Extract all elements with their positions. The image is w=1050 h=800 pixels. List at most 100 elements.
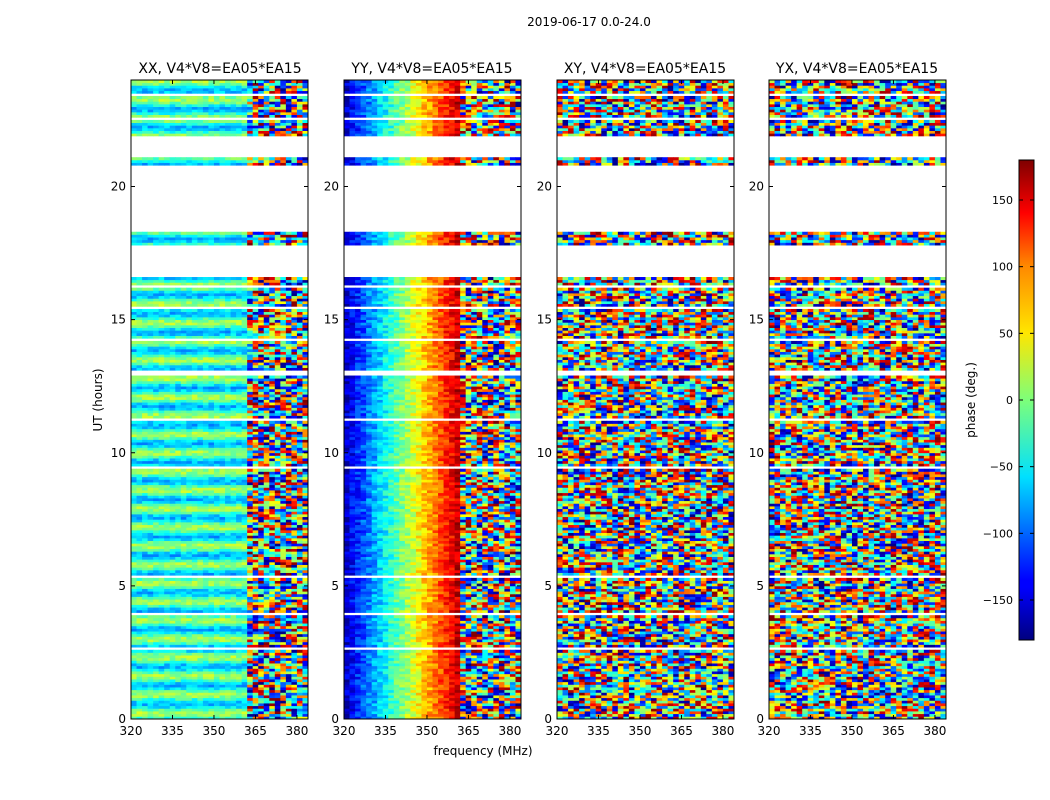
heatmap-cell — [213, 705, 220, 709]
heatmap-cell — [169, 633, 176, 637]
heatmap-cell — [158, 300, 165, 305]
heatmap-cell — [263, 553, 270, 557]
heatmap-cell — [274, 521, 281, 526]
heatmap-cell — [213, 604, 220, 608]
heatmap-cell — [230, 620, 237, 624]
heatmap-cell — [131, 577, 137, 581]
heatmap-cell — [258, 623, 265, 627]
heatmap-cell — [175, 351, 182, 355]
heatmap-cell — [258, 689, 265, 693]
heatmap-cell — [153, 596, 160, 600]
heatmap-cell — [280, 300, 287, 305]
heatmap-cell — [164, 348, 171, 352]
heatmap-cell — [158, 476, 165, 480]
heatmap-cell — [147, 343, 154, 347]
heatmap-cell — [158, 415, 165, 419]
heatmap-cell — [280, 354, 287, 358]
heatmap-cell — [164, 540, 171, 544]
heatmap-cell — [164, 319, 171, 323]
heatmap-cell — [269, 631, 276, 635]
heatmap-cell — [180, 412, 187, 416]
heatmap-cell — [247, 460, 254, 464]
heatmap-cell — [263, 434, 270, 438]
heatmap-cell — [258, 343, 265, 347]
heatmap-cell — [247, 348, 254, 352]
heatmap-cell — [241, 394, 248, 398]
heatmap-cell — [197, 599, 204, 603]
heatmap-cell — [158, 572, 165, 576]
heatmap-cell — [291, 577, 298, 581]
heatmap-cell — [164, 330, 171, 334]
heatmap-cell — [202, 415, 209, 419]
heatmap-cell — [208, 529, 215, 534]
heatmap-cell — [263, 655, 270, 659]
heatmap-cell — [296, 314, 303, 318]
heatmap-cell — [274, 689, 281, 693]
heatmap-cell — [175, 697, 182, 701]
heatmap-cell — [158, 556, 165, 560]
heatmap-cell — [197, 290, 204, 294]
heatmap-cell — [296, 599, 303, 603]
heatmap-cell — [285, 378, 292, 382]
heatmap-cell — [208, 585, 215, 589]
heatmap-cell — [241, 551, 248, 555]
heatmap-cell — [296, 399, 303, 403]
heatmap-cell — [269, 463, 276, 467]
heatmap-cell — [269, 356, 276, 360]
heatmap-cell — [291, 716, 298, 720]
heatmap-cell — [225, 474, 231, 478]
heatmap-cell — [158, 311, 165, 315]
heatmap-cell — [263, 410, 270, 414]
heatmap-cell — [219, 684, 226, 688]
heatmap-cell — [291, 378, 298, 382]
heatmap-cell — [247, 436, 254, 440]
heatmap-cell — [197, 516, 204, 520]
heatmap-cell — [285, 487, 292, 491]
heatmap-cell — [296, 556, 303, 560]
heatmap-cell — [136, 335, 143, 339]
heatmap-cell — [175, 713, 182, 717]
heatmap-cell — [180, 697, 187, 701]
heatmap-cell — [153, 439, 160, 443]
heatmap-cell — [131, 540, 137, 544]
heatmap-cell — [241, 311, 248, 315]
heatmap-cell — [197, 482, 204, 486]
heatmap-cell — [236, 426, 243, 430]
heatmap-cell — [153, 620, 160, 624]
heatmap-cell — [252, 474, 259, 478]
heatmap-cell — [219, 324, 226, 329]
heatmap-cell — [269, 671, 276, 675]
heatmap-cell — [158, 410, 165, 414]
heatmap-cell — [186, 335, 193, 339]
heatmap-cell — [230, 561, 237, 565]
heatmap-cell — [136, 604, 143, 608]
heatmap-cell — [142, 492, 148, 496]
heatmap-cell — [147, 330, 154, 334]
heatmap-cell — [202, 500, 209, 504]
heatmap-cell — [158, 479, 165, 483]
heatmap-cell — [263, 625, 270, 629]
heatmap-cell — [269, 655, 276, 659]
heatmap-cell — [142, 316, 148, 321]
heatmap-cell — [136, 415, 143, 419]
heatmap-cell — [147, 516, 154, 520]
heatmap-cell — [180, 399, 187, 403]
heatmap-cell — [258, 577, 265, 581]
heatmap-cell — [274, 601, 281, 605]
heatmap-cell — [202, 679, 209, 683]
heatmap-cell — [241, 290, 248, 294]
heatmap-cell — [158, 293, 165, 297]
heatmap-cell — [230, 460, 237, 464]
heatmap-cell — [280, 511, 287, 515]
heatmap-cell — [175, 356, 182, 360]
heatmap-cell — [175, 327, 182, 331]
heatmap-cell — [280, 543, 287, 547]
heatmap-cell — [291, 609, 298, 613]
heatmap-cell — [158, 471, 165, 475]
heatmap-cell — [296, 290, 303, 294]
heatmap-cell — [230, 508, 237, 512]
heatmap-cell — [136, 548, 143, 552]
heatmap-cell — [269, 434, 276, 438]
heatmap-cell — [247, 511, 254, 515]
heatmap-cell — [219, 383, 226, 387]
